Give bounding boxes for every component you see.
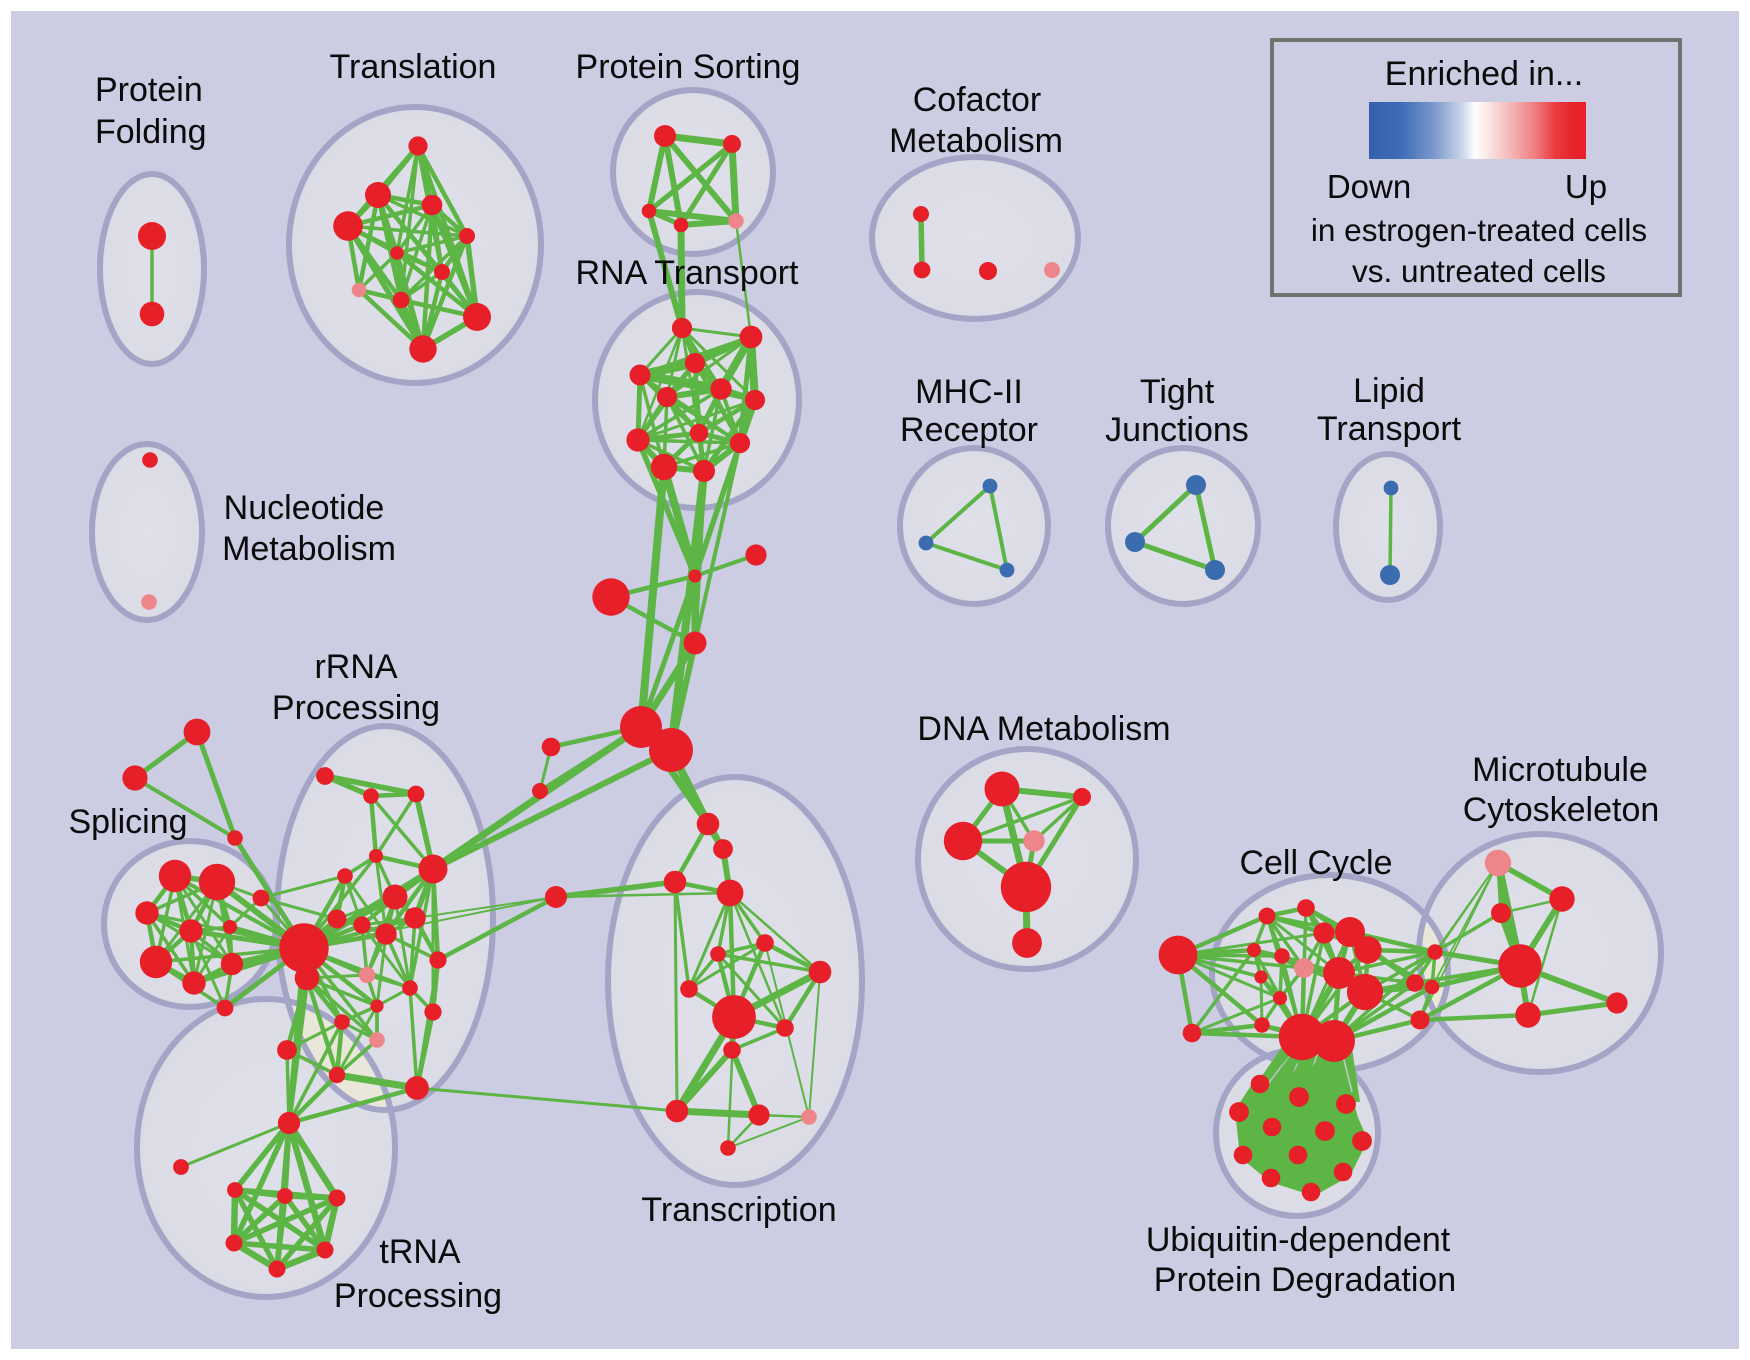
svg-text:Transcription: Transcription bbox=[641, 1191, 836, 1229]
svg-text:Processing: Processing bbox=[272, 689, 440, 727]
svg-text:MHC-II: MHC-II bbox=[915, 373, 1023, 411]
svg-text:Translation: Translation bbox=[330, 48, 497, 86]
svg-text:in estrogen-treated cells: in estrogen-treated cells bbox=[1311, 212, 1647, 248]
svg-text:Cofactor: Cofactor bbox=[913, 81, 1042, 119]
svg-text:Metabolism: Metabolism bbox=[889, 122, 1063, 160]
svg-text:rRNA: rRNA bbox=[314, 648, 397, 686]
svg-text:RNA Transport: RNA Transport bbox=[576, 254, 800, 292]
svg-text:Ubiquitin-dependent: Ubiquitin-dependent bbox=[1146, 1221, 1451, 1259]
svg-text:Processing: Processing bbox=[334, 1277, 502, 1315]
svg-text:Junctions: Junctions bbox=[1105, 411, 1249, 449]
svg-text:Protein Degradation: Protein Degradation bbox=[1154, 1261, 1456, 1299]
svg-text:Lipid: Lipid bbox=[1353, 372, 1425, 410]
svg-text:Folding: Folding bbox=[95, 113, 207, 151]
svg-text:Tight: Tight bbox=[1140, 373, 1215, 411]
svg-text:Receptor: Receptor bbox=[900, 411, 1038, 449]
svg-text:Cell Cycle: Cell Cycle bbox=[1239, 844, 1392, 882]
svg-text:Cytoskeleton: Cytoskeleton bbox=[1463, 791, 1660, 829]
svg-text:Up: Up bbox=[1565, 168, 1607, 205]
svg-text:Splicing: Splicing bbox=[68, 803, 187, 841]
svg-text:Metabolism: Metabolism bbox=[222, 530, 396, 568]
svg-text:vs. untreated cells: vs. untreated cells bbox=[1352, 253, 1606, 289]
svg-text:Down: Down bbox=[1327, 168, 1411, 205]
svg-text:tRNA: tRNA bbox=[379, 1233, 461, 1271]
svg-text:DNA Metabolism: DNA Metabolism bbox=[917, 710, 1170, 748]
svg-text:Protein: Protein bbox=[95, 71, 203, 109]
svg-text:Transport: Transport bbox=[1317, 410, 1462, 448]
svg-text:Microtubule: Microtubule bbox=[1472, 751, 1648, 789]
svg-text:Nucleotide: Nucleotide bbox=[224, 489, 385, 527]
svg-text:Enriched in...: Enriched in... bbox=[1385, 55, 1583, 93]
svg-text:Protein Sorting: Protein Sorting bbox=[576, 48, 801, 86]
